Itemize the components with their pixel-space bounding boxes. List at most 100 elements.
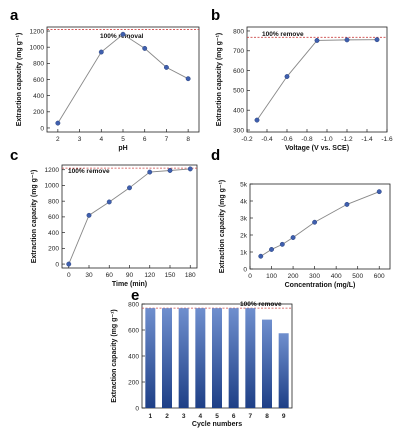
- x-tick-label: 4: [199, 413, 203, 420]
- y-tick-label: 1200: [45, 167, 60, 174]
- x-tick-label: 60: [106, 272, 114, 279]
- data-point: [86, 212, 92, 218]
- panel-label: b: [211, 7, 220, 24]
- panel-e: e 0 200 400 600 800 1 2 3 4 5 6 7 8 9 Cycle numbers Extr…: [111, 287, 293, 428]
- panel-c: c 0 200 400 600 800 1000 1200 0 30 60 90 120 150 180 Ti…: [10, 147, 198, 288]
- bar: [162, 308, 172, 408]
- data-point: [269, 247, 274, 252]
- x-tick-label: 6: [232, 413, 236, 420]
- panel-label: d: [211, 147, 220, 164]
- data-point: [106, 199, 112, 205]
- bar: [228, 308, 239, 408]
- x-tick-label: 2: [56, 136, 60, 143]
- bar: [245, 308, 256, 408]
- x-tick-label: 7: [165, 136, 169, 143]
- reference-label: 100% removal: [100, 33, 144, 40]
- x-tick-label: 100: [266, 273, 277, 280]
- data-point: [284, 74, 290, 79]
- data-point: [98, 49, 104, 55]
- x-tick-label: 0: [67, 272, 71, 279]
- bar: [145, 308, 156, 408]
- y-axis-label: Extraction capacity (mg g⁻¹): [31, 170, 38, 264]
- x-tick-label: 9: [282, 413, 286, 420]
- y-tick-label: 1200: [30, 28, 45, 35]
- y-tick-label: 200: [128, 379, 139, 386]
- data-point: [312, 219, 318, 225]
- y-tick-label: 1000: [45, 183, 60, 190]
- data-point: [163, 64, 169, 70]
- bar: [195, 308, 206, 408]
- x-tick-label: 150: [165, 272, 176, 279]
- data-point: [376, 189, 382, 195]
- data-point: [55, 120, 61, 126]
- y-tick-label: 5k: [240, 181, 248, 188]
- y-tick-label: 600: [48, 214, 59, 221]
- x-axis-label: pH: [118, 145, 127, 152]
- x-tick-label: 3: [78, 136, 82, 143]
- bar: [178, 308, 189, 408]
- plot-frame: [246, 26, 388, 133]
- x-tick-label: 120: [144, 272, 155, 279]
- data-point: [147, 169, 153, 175]
- plot-frame: [249, 183, 391, 270]
- panel-d: d 0 1k 2k 3k 4k 5k 0 100 200 300 400 500 600 Concentra…: [211, 147, 391, 289]
- plot-frame: [46, 26, 200, 133]
- x-axis-label: Concentration (mg/L): [285, 282, 356, 289]
- data-point: [374, 37, 380, 43]
- x-tick-label: 200: [288, 273, 299, 280]
- y-tick-label: 400: [233, 108, 244, 115]
- x-tick-label: -0.8: [301, 136, 313, 143]
- reference-label: 100% remove: [262, 31, 304, 38]
- y-tick-label: 800: [233, 28, 244, 35]
- data-point: [290, 235, 296, 241]
- y-tick-label: 1k: [240, 249, 248, 256]
- y-tick-label: 600: [233, 68, 244, 75]
- x-tick-label: -1.6: [381, 136, 393, 143]
- y-tick-label: 0: [243, 266, 247, 273]
- x-tick-label: -0.2: [241, 136, 253, 143]
- y-tick-label: 400: [33, 93, 44, 100]
- y-axis-label: Extraction capacity (mg g⁻¹): [16, 33, 23, 127]
- data-point: [142, 45, 148, 51]
- y-tick-label: 200: [33, 109, 44, 116]
- data-point: [120, 31, 126, 37]
- data-point: [279, 241, 285, 247]
- x-tick-label: 30: [85, 272, 93, 279]
- data-point: [344, 201, 350, 207]
- x-tick-label: -0.6: [281, 136, 293, 143]
- x-tick-label: 7: [249, 413, 253, 420]
- y-tick-label: 200: [48, 246, 59, 253]
- y-tick-label: 400: [128, 353, 139, 360]
- series-line: [256, 39, 378, 121]
- y-tick-label: 1000: [30, 44, 45, 51]
- data-point: [185, 76, 191, 82]
- y-tick-label: 600: [33, 77, 44, 84]
- data-point: [254, 117, 260, 123]
- data-point: [314, 38, 320, 43]
- x-tick-label: 8: [265, 413, 269, 420]
- data-point: [187, 166, 193, 172]
- y-tick-label: 0: [40, 125, 44, 132]
- y-tick-label: 4k: [240, 198, 248, 205]
- x-tick-label: 1: [149, 413, 153, 420]
- x-tick-label: -1.0: [321, 136, 333, 143]
- data-point: [66, 261, 72, 267]
- x-tick-label: 5: [121, 136, 125, 143]
- y-tick-label: 500: [233, 88, 244, 95]
- y-tick-label: 800: [33, 61, 44, 68]
- reference-label: 100% remove: [68, 168, 110, 175]
- y-axis-label: Extraction capacity (mg g⁻¹): [111, 309, 118, 403]
- x-axis-label: Voltage (V vs. SCE): [285, 145, 349, 152]
- bar: [278, 333, 289, 408]
- panel-a: a 0 200 400 600 800 1000 1200 2 3 4 5 6 7 8 pH Extractio…: [10, 7, 200, 152]
- panel-label: c: [10, 147, 18, 164]
- y-axis-label: Extraction capacity (mg g⁻¹): [219, 180, 226, 274]
- x-tick-label: 400: [331, 273, 342, 280]
- panel-label: a: [10, 7, 19, 24]
- y-tick-label: 0: [55, 261, 59, 268]
- y-tick-label: 0: [135, 405, 139, 412]
- series-line: [260, 191, 380, 257]
- data-point: [258, 253, 264, 259]
- series-line: [57, 33, 189, 124]
